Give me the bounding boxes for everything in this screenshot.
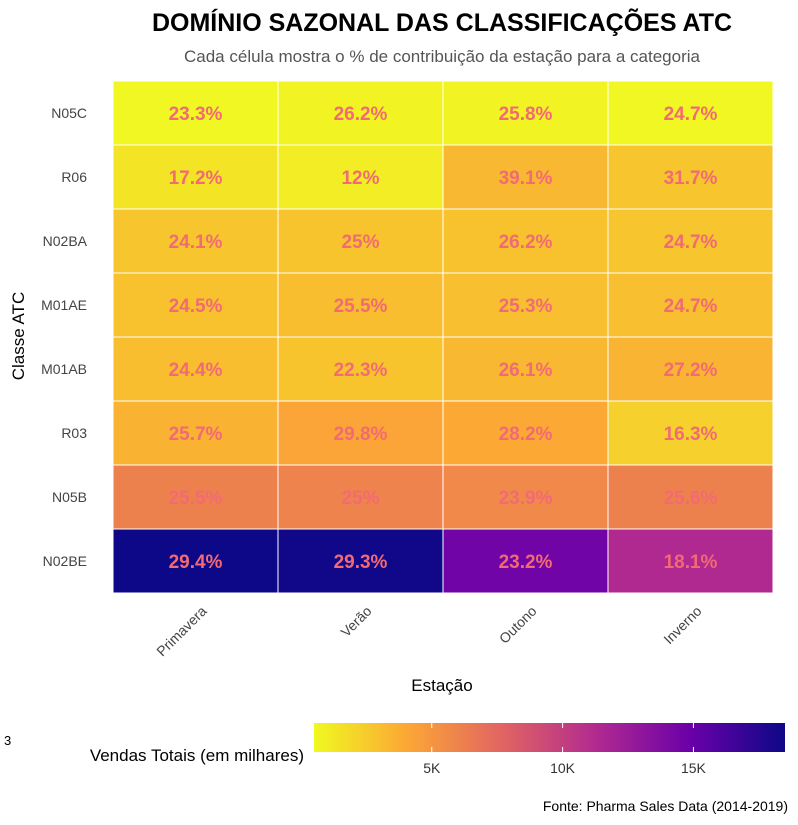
heatmap-cell <box>442 528 609 594</box>
heatmap-cell <box>112 80 279 146</box>
cell-label: 18.1% <box>664 552 718 573</box>
cell-label: 39.1% <box>499 168 553 189</box>
cell-label: 24.7% <box>664 104 718 125</box>
cell-label: 29.4% <box>169 552 223 573</box>
source-caption: Fonte: Pharma Sales Data (2014-2019) <box>543 798 788 814</box>
y-tick-label: N02BA <box>43 233 88 249</box>
cell-label: 24.5% <box>169 296 223 317</box>
cell-label: 29.8% <box>334 424 388 445</box>
cell-label: 26.2% <box>334 104 388 125</box>
cell-label: 16.3% <box>664 424 718 445</box>
heatmap-cell <box>112 400 279 466</box>
cell-label: 24.1% <box>169 232 223 253</box>
y-tick-label: M01AB <box>41 361 87 377</box>
cell-label: 24.7% <box>664 296 718 317</box>
heatmap-cell <box>607 144 774 210</box>
cell-label: 22.3% <box>334 360 388 381</box>
heatmap-cell <box>607 272 774 338</box>
legend-tick-label: 15K <box>681 760 707 776</box>
y-axis-label: Classe ATC <box>9 292 28 381</box>
legend-tick-label: 5K <box>423 760 441 776</box>
heatmap-cell <box>607 336 774 402</box>
heatmap-cell <box>277 208 444 274</box>
cell-label: 31.7% <box>664 168 718 189</box>
cell-label: 24.4% <box>169 360 223 381</box>
cell-label: 25% <box>341 232 379 253</box>
cell-label: 25.6% <box>664 488 718 509</box>
cell-label: 27.2% <box>664 360 718 381</box>
cell-label: 12% <box>341 168 379 189</box>
y-tick-label: M01AE <box>41 297 87 313</box>
cell-label: 23.9% <box>499 488 553 509</box>
cell-label: 25% <box>341 488 379 509</box>
cell-label: 26.1% <box>499 360 553 381</box>
x-tick-label: Inverno <box>660 603 704 647</box>
heatmap-cell <box>277 144 444 210</box>
heatmap-cell <box>442 336 609 402</box>
cell-label: 24.7% <box>664 232 718 253</box>
y-axis-ticks: N05C R06 N02BA M01AE M01AB R03 N05B N02BE <box>41 105 88 569</box>
cell-label: 25.3% <box>499 296 553 317</box>
heatmap-cell <box>277 80 444 146</box>
y-tick-label: R03 <box>61 425 87 441</box>
heatmap-cell <box>607 400 774 466</box>
cell-label: 26.2% <box>499 232 553 253</box>
heatmap-cell <box>607 208 774 274</box>
legend-title: Vendas Totais (em milhares) <box>90 746 304 765</box>
chart-subtitle: Cada célula mostra o % de contribuição d… <box>184 47 701 66</box>
heatmap-cell <box>607 528 774 594</box>
y-tick-label: R06 <box>61 169 87 185</box>
color-legend-bar <box>314 723 785 752</box>
stray-label: 3 <box>4 733 11 748</box>
y-tick-label: N05B <box>52 489 87 505</box>
heatmap-cells <box>112 80 774 594</box>
legend-tick-label: 10K <box>550 760 576 776</box>
y-tick-label: N05C <box>51 105 87 121</box>
heatmap-cell <box>442 400 609 466</box>
color-legend-ticks: 5K 10K 15K <box>423 723 707 776</box>
y-tick-label: N02BE <box>43 553 87 569</box>
x-tick-label: Primavera <box>153 603 210 660</box>
heatmap-cell <box>277 272 444 338</box>
cell-label: 25.5% <box>334 296 388 317</box>
x-tick-label: Verão <box>337 603 374 640</box>
cell-label: 25.5% <box>169 488 223 509</box>
heatmap-cell <box>112 464 279 530</box>
heatmap-cell <box>607 80 774 146</box>
cell-label: 23.3% <box>169 104 223 125</box>
heatmap-cell <box>442 272 609 338</box>
heatmap-cell <box>442 80 609 146</box>
cell-label: 17.2% <box>169 168 223 189</box>
x-tick-label: Outono <box>496 603 540 647</box>
heatmap-cell <box>277 336 444 402</box>
heatmap-cell <box>277 400 444 466</box>
cell-label: 29.3% <box>334 552 388 573</box>
heatmap-cell <box>112 528 279 594</box>
heatmap-cell <box>112 144 279 210</box>
heatmap-cell <box>607 464 774 530</box>
heatmap-cell <box>112 272 279 338</box>
heatmap-cell-labels: 23.3% 26.2% 25.8% 24.7% 17.2% 12% 39.1% 31.7% 24… <box>169 104 718 573</box>
cell-label: 25.7% <box>169 424 223 445</box>
cell-label: 25.8% <box>499 104 553 125</box>
heatmap-cell <box>112 336 279 402</box>
cell-label: 28.2% <box>499 424 553 445</box>
x-axis-label: Estação <box>411 676 472 695</box>
chart-title: DOMÍNIO SAZONAL DAS CLASSIFICAÇÕES ATC <box>152 7 732 37</box>
heatmap-cell <box>442 464 609 530</box>
x-axis-ticks: Primavera Verão Outono Inverno <box>153 603 705 660</box>
cell-label: 23.2% <box>499 552 553 573</box>
